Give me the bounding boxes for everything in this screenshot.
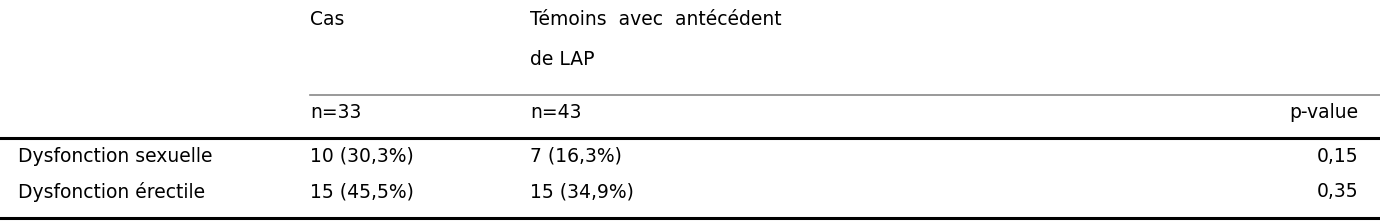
Text: Dysfonction érectile: Dysfonction érectile [18,182,206,202]
Text: 7 (16,3%): 7 (16,3%) [530,147,622,166]
Text: n=43: n=43 [530,103,581,122]
Text: 15 (45,5%): 15 (45,5%) [310,182,414,201]
Text: Témoins  avec  antécédent: Témoins avec antécédent [530,10,781,29]
Text: 0,35: 0,35 [1317,182,1358,201]
Text: Dysfonction sexuelle: Dysfonction sexuelle [18,147,213,166]
Text: p-value: p-value [1289,103,1358,122]
Text: 10 (30,3%): 10 (30,3%) [310,147,414,166]
Text: n=33: n=33 [310,103,362,122]
Text: 0,15: 0,15 [1317,147,1358,166]
Text: de LAP: de LAP [530,50,595,69]
Text: Cas: Cas [310,10,345,29]
Text: 15 (34,9%): 15 (34,9%) [530,182,633,201]
